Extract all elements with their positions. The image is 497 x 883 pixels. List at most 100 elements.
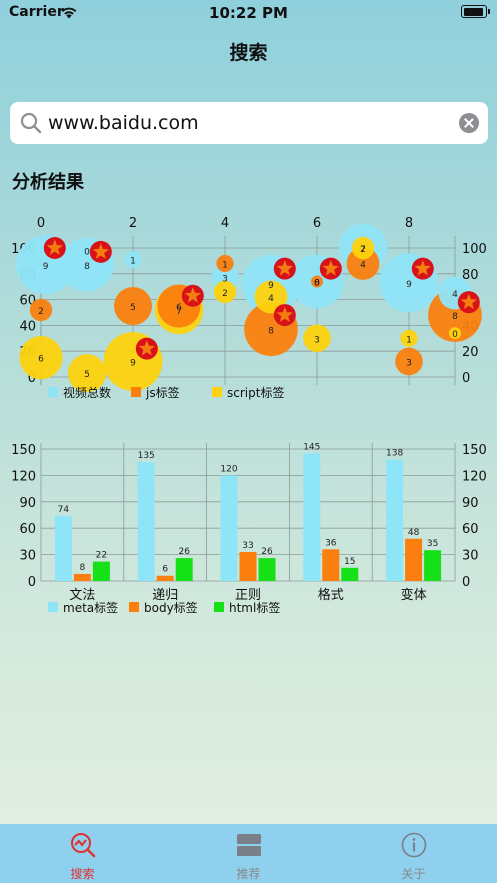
x-tick-label: 4 bbox=[221, 216, 229, 231]
x-tick-label: 2 bbox=[129, 216, 137, 231]
bubble-label: 9 bbox=[406, 280, 412, 290]
tab-search-label: 搜索 bbox=[70, 867, 95, 881]
x-tick-label: 0 bbox=[37, 216, 45, 231]
bubble-label: 2 bbox=[38, 307, 44, 317]
bar bbox=[303, 453, 321, 581]
bubble bbox=[114, 287, 152, 326]
y-tick-label-right: 60 bbox=[462, 522, 479, 537]
bar-value-label: 26 bbox=[261, 547, 273, 557]
bubble-label: 5 bbox=[84, 370, 90, 380]
bar-value-label: 35 bbox=[427, 539, 438, 549]
bubble-label: 0 bbox=[84, 248, 90, 258]
legend-swatch bbox=[48, 387, 58, 397]
bubble-label: 1 bbox=[222, 260, 228, 270]
bar-value-label: 135 bbox=[138, 451, 155, 461]
bubble-label: 9 bbox=[130, 359, 136, 369]
bubble-chart: 0020204040606080801001000246899998888776… bbox=[11, 216, 487, 400]
bubble bbox=[124, 251, 142, 269]
bubble bbox=[19, 336, 63, 380]
bar bbox=[405, 538, 423, 581]
bubble-label: 3 bbox=[406, 359, 412, 369]
bar bbox=[156, 575, 174, 581]
bar-chart: 0 0 30 30 60 60 90 90 120 120 150 150 74 8 22 文法 135 6 26 递… bbox=[11, 442, 487, 615]
legend-label: meta标签 bbox=[63, 600, 118, 615]
tab-recommend[interactable]: 推荐 bbox=[166, 824, 331, 883]
bar-value-label: 6 bbox=[162, 565, 168, 575]
bar bbox=[175, 558, 193, 581]
y-tick-label-right: 0 bbox=[462, 575, 470, 590]
bubble bbox=[216, 254, 234, 273]
bubble-label: 6 bbox=[176, 303, 182, 313]
y-tick-label-right: 150 bbox=[462, 443, 487, 458]
y-tick-label-right: 120 bbox=[462, 469, 487, 484]
bubble-label: 0 bbox=[314, 279, 320, 289]
star-icon bbox=[276, 260, 293, 276]
y-tick-label: 120 bbox=[11, 469, 36, 484]
bar-value-label: 33 bbox=[242, 541, 253, 551]
legend-label: body标签 bbox=[144, 600, 198, 615]
x-category-label: 文法 bbox=[69, 588, 95, 603]
bar-value-label: 15 bbox=[344, 557, 355, 567]
search-icon bbox=[20, 112, 42, 134]
star-icon bbox=[460, 293, 477, 310]
legend-swatch bbox=[131, 387, 141, 397]
y-tick-label: 0 bbox=[28, 575, 36, 590]
battery-icon bbox=[461, 5, 490, 18]
page-title: 搜索 bbox=[229, 42, 268, 64]
search-bar[interactable] bbox=[10, 102, 488, 144]
bar-value-label: 48 bbox=[408, 528, 420, 538]
bubble bbox=[311, 275, 323, 288]
bar-value-label: 36 bbox=[325, 538, 337, 548]
bar bbox=[137, 462, 155, 581]
tab-about[interactable]: 关于 bbox=[331, 824, 496, 883]
bubble-label: 2 bbox=[222, 289, 228, 299]
status-bar: Carrier 10:22 PM bbox=[0, 0, 497, 28]
legend-label: script标签 bbox=[227, 385, 284, 400]
bubble-label: 4 bbox=[452, 290, 458, 300]
tab-about-label: 关于 bbox=[401, 867, 426, 881]
x-tick-label: 8 bbox=[405, 216, 413, 231]
bubble bbox=[395, 347, 423, 376]
y-tick-label-right: 90 bbox=[462, 496, 479, 511]
bar-value-label: 120 bbox=[220, 464, 237, 474]
bubble-label: 5 bbox=[130, 303, 136, 313]
tab-search[interactable]: 搜索 bbox=[0, 824, 165, 883]
bubble bbox=[68, 354, 106, 393]
bubble-label: 1 bbox=[406, 335, 412, 345]
bar bbox=[386, 459, 404, 581]
bubble-label: 8 bbox=[314, 279, 320, 289]
bar bbox=[239, 551, 257, 581]
star-icon bbox=[322, 260, 339, 276]
bar-value-label: 138 bbox=[386, 449, 403, 459]
tab-recommend-label: 推荐 bbox=[236, 867, 261, 881]
star-icon bbox=[184, 287, 201, 303]
bar bbox=[92, 561, 110, 581]
bubble bbox=[400, 329, 418, 347]
bubble-label: 9 bbox=[43, 262, 49, 272]
clear-search-button[interactable] bbox=[459, 113, 479, 133]
bubble bbox=[254, 280, 288, 314]
bubble-label: 8 bbox=[452, 312, 458, 322]
bubble-label: 3 bbox=[222, 275, 228, 285]
y-tick-label-right: 20 bbox=[462, 345, 479, 360]
bubble bbox=[351, 236, 375, 260]
bar bbox=[424, 550, 442, 581]
search-input[interactable] bbox=[48, 108, 448, 138]
x-category-label: 格式 bbox=[318, 587, 344, 603]
bubble-label: 8 bbox=[84, 262, 90, 272]
y-tick-label: 30 bbox=[19, 549, 36, 564]
bubble-label: 4 bbox=[268, 294, 274, 304]
legend-label: html标签 bbox=[229, 600, 280, 615]
x-tick-label: 6 bbox=[313, 216, 321, 231]
x-category-label: 递归 bbox=[152, 588, 178, 603]
bar-value-label: 22 bbox=[96, 551, 107, 561]
bubble-label: 8 bbox=[268, 326, 274, 336]
tab-bar: 搜索 推荐 关于 bbox=[0, 824, 497, 883]
star-icon bbox=[92, 243, 109, 259]
bar-value-label: 74 bbox=[58, 505, 70, 515]
bubble-label: 2 bbox=[360, 245, 366, 255]
y-tick-label: 150 bbox=[11, 443, 36, 458]
star-icon bbox=[46, 239, 63, 255]
bar bbox=[322, 549, 340, 581]
y-tick-label: 0 bbox=[28, 371, 36, 386]
